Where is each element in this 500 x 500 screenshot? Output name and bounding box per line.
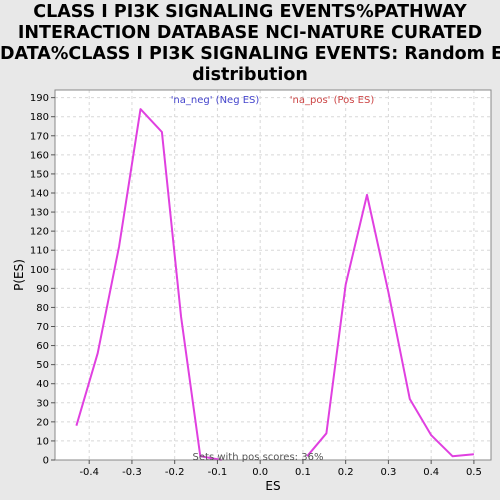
y-tick-label: 40 <box>36 379 49 390</box>
pos-score-annotation: Sets with pos scores: 36% <box>193 452 324 463</box>
y-tick-label: 0 <box>43 456 49 467</box>
x-tick-label: -0.1 <box>208 467 228 478</box>
y-tick-label: 70 <box>36 322 49 333</box>
x-tick-label: 0.3 <box>380 467 396 478</box>
plot-area <box>55 90 491 460</box>
y-tick-label: 180 <box>30 112 49 123</box>
y-tick-label: 140 <box>30 188 49 199</box>
y-tick-label: 100 <box>30 265 49 276</box>
x-tick-label: -0.3 <box>122 467 142 478</box>
legend-entry-neg: 'na_neg' (Neg ES) <box>171 95 260 106</box>
y-tick-label: 30 <box>36 398 49 409</box>
x-tick-label: 0.0 <box>252 467 268 478</box>
x-tick-label: -0.4 <box>79 467 99 478</box>
y-tick-label: 170 <box>30 131 49 142</box>
x-tick-label: 0.4 <box>423 467 439 478</box>
legend-entry-pos: 'na_pos' (Pos ES) <box>290 95 375 106</box>
x-tick-label: 0.1 <box>295 467 311 478</box>
y-tick-label: 60 <box>36 341 49 352</box>
y-tick-label: 150 <box>30 169 49 180</box>
x-tick-label: 0.2 <box>338 467 354 478</box>
y-tick-label: 10 <box>36 436 49 447</box>
y-tick-label: 160 <box>30 150 49 161</box>
y-tick-label: 50 <box>36 360 49 371</box>
y-tick-label: 20 <box>36 417 49 428</box>
y-tick-label: 90 <box>36 284 49 295</box>
x-axis-title: ES <box>265 479 280 493</box>
y-tick-label: 120 <box>30 227 49 238</box>
y-axis-title: P(ES) <box>12 259 26 291</box>
y-tick-label: 130 <box>30 208 49 219</box>
x-tick-label: -0.2 <box>165 467 185 478</box>
y-tick-label: 110 <box>30 246 49 257</box>
x-tick-label: 0.5 <box>466 467 482 478</box>
y-tick-label: 80 <box>36 303 49 314</box>
y-tick-label: 190 <box>30 93 49 104</box>
